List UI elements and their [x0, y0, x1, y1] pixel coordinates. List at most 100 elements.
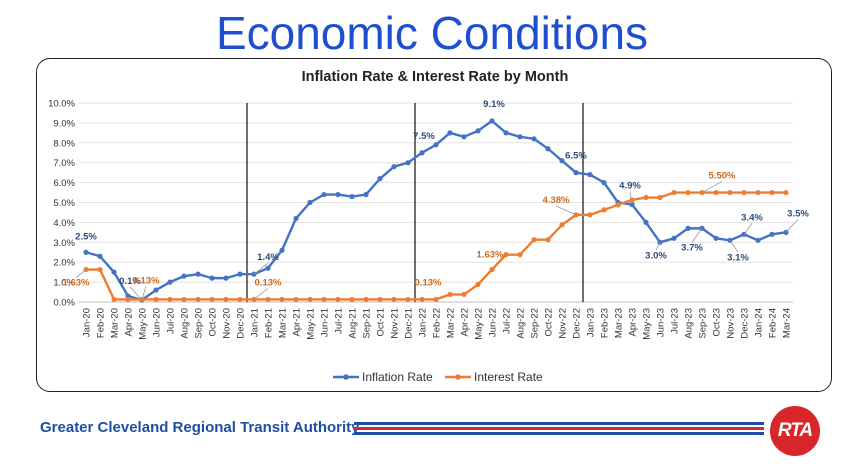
inflation-point: [447, 130, 453, 136]
x-tick-label: May-21: [306, 308, 317, 340]
x-tick-label: May-23: [642, 308, 653, 340]
x-tick-label: Nov-21: [390, 308, 401, 339]
interest-data-label: 0.13%: [255, 277, 282, 288]
interest-point: [419, 296, 425, 303]
x-tick-label: Jan-23: [586, 308, 597, 337]
interest-point: [629, 197, 635, 203]
inflation-point: [503, 130, 509, 136]
interest-point: [531, 237, 537, 243]
footer-stripe-red: [354, 427, 764, 430]
footer-org-name: Greater Cleveland Regional Transit Autho…: [40, 419, 360, 436]
interest-point: [405, 296, 411, 303]
interest-point: [769, 189, 775, 196]
inflation-point: [223, 275, 229, 281]
inflation-point: [377, 176, 383, 182]
annotation-leader: [75, 269, 87, 278]
inflation-point: [643, 219, 649, 225]
x-tick-label: May-20: [138, 308, 149, 340]
inflation-data-label: 1.4%: [257, 252, 279, 263]
x-tick-label: Apr-23: [628, 308, 639, 337]
x-tick-label: Jan-24: [754, 308, 765, 337]
inflation-data-label: 3.0%: [645, 250, 667, 261]
annotation-leader: [141, 286, 147, 300]
chart-svg: Inflation Rate & Interest Rate by Month …: [48, 69, 809, 384]
inflation-point: [279, 247, 285, 253]
inflation-point: [489, 118, 495, 124]
interest-data-label: 1.63%: [477, 250, 504, 261]
inflation-point: [83, 249, 89, 255]
interest-point: [559, 222, 565, 228]
inflation-point: [545, 146, 551, 152]
chart-title: Inflation Rate & Interest Rate by Month: [302, 69, 569, 85]
x-tick-label: Feb-22: [432, 308, 443, 338]
inflation-data-label: 6.5%: [565, 151, 587, 162]
inflation-rate-line: [85, 119, 787, 302]
inflation-point: [181, 273, 187, 279]
inflation-point: [265, 265, 271, 271]
x-tick-label: Jun-22: [488, 308, 499, 337]
inflation-point: [517, 134, 523, 140]
interest-point: [783, 189, 789, 196]
inflation-point: [419, 150, 425, 156]
interest-point: [587, 212, 593, 218]
x-tick-label: Sep-20: [194, 308, 205, 339]
interest-point: [685, 189, 691, 196]
x-tick-label: Aug-23: [684, 308, 695, 339]
inflation-point: [111, 269, 117, 275]
interest-point: [279, 296, 285, 303]
annotation-leader: [729, 240, 739, 253]
inflation-point: [713, 235, 719, 241]
x-tick-label: Mar-20: [110, 308, 121, 338]
y-tick-label: 4.0%: [53, 218, 75, 229]
inflation-point: [601, 180, 607, 186]
x-tick-label: Nov-20: [222, 308, 233, 339]
x-tick-label: Sep-22: [530, 308, 541, 339]
interest-point: [195, 296, 201, 303]
x-tick-label: Mar-24: [782, 308, 793, 338]
inflation-point: [587, 172, 593, 178]
inflation-data-label: 3.1%: [727, 252, 749, 263]
x-tick-label: Jan-20: [82, 308, 93, 337]
interest-point: [209, 296, 215, 303]
x-tick-label: Feb-20: [96, 308, 107, 338]
legend-marker-interest: [455, 374, 461, 380]
interest-point: [97, 266, 103, 273]
interest-point: [167, 296, 173, 303]
x-tick-label: Mar-21: [278, 308, 289, 338]
annotation-leader: [701, 181, 723, 193]
annotation-leader: [129, 286, 143, 301]
annotation-leader: [253, 262, 269, 275]
y-tick-label: 8.0%: [53, 138, 75, 149]
x-tick-label: Dec-23: [740, 308, 751, 339]
inflation-point: [531, 136, 537, 142]
series-layer: [83, 118, 789, 303]
x-tick-label: Jun-20: [152, 308, 163, 337]
x-tick-label: Feb-23: [600, 308, 611, 338]
inflation-data-label: 7.5%: [413, 131, 435, 142]
chart-frame: Inflation Rate & Interest Rate by Month …: [36, 58, 832, 392]
inflation-data-label: 3.4%: [741, 212, 763, 223]
x-axis-ticks: Jan-20 Feb-20 Mar-20 Apr-20 May-20 Jun-20 Jul-…: [82, 308, 793, 340]
interest-point: [181, 296, 187, 303]
x-tick-label: Oct-22: [544, 308, 555, 337]
x-tick-label: Jun-21: [320, 308, 331, 337]
x-tick-label: Sep-21: [362, 308, 373, 339]
y-axis-ticks: 0.0% 1.0% 2.0% 3.0% 4.0% 5.0% 6.0% 7.0% 8.0% 9.0%…: [48, 99, 75, 309]
x-tick-label: Mar-23: [614, 308, 625, 338]
inflation-point: [293, 215, 299, 222]
annotation-leader: [691, 228, 703, 243]
inflation-point: [391, 164, 397, 170]
x-tick-label: Apr-22: [460, 308, 471, 337]
y-tick-label: 6.0%: [53, 178, 75, 189]
interest-data-label: 1.63%: [63, 278, 90, 289]
x-tick-label: Feb-24: [768, 308, 779, 338]
inflation-point: [573, 170, 579, 176]
interest-point: [545, 237, 551, 243]
rta-logo: RTA: [770, 406, 820, 456]
interest-point: [643, 194, 649, 201]
x-tick-label: Dec-22: [572, 308, 583, 339]
inflation-data-label: 4.9%: [619, 180, 641, 191]
y-tick-label: 2.0%: [53, 258, 75, 269]
x-tick-label: Dec-20: [236, 308, 247, 339]
interest-point: [671, 189, 677, 196]
